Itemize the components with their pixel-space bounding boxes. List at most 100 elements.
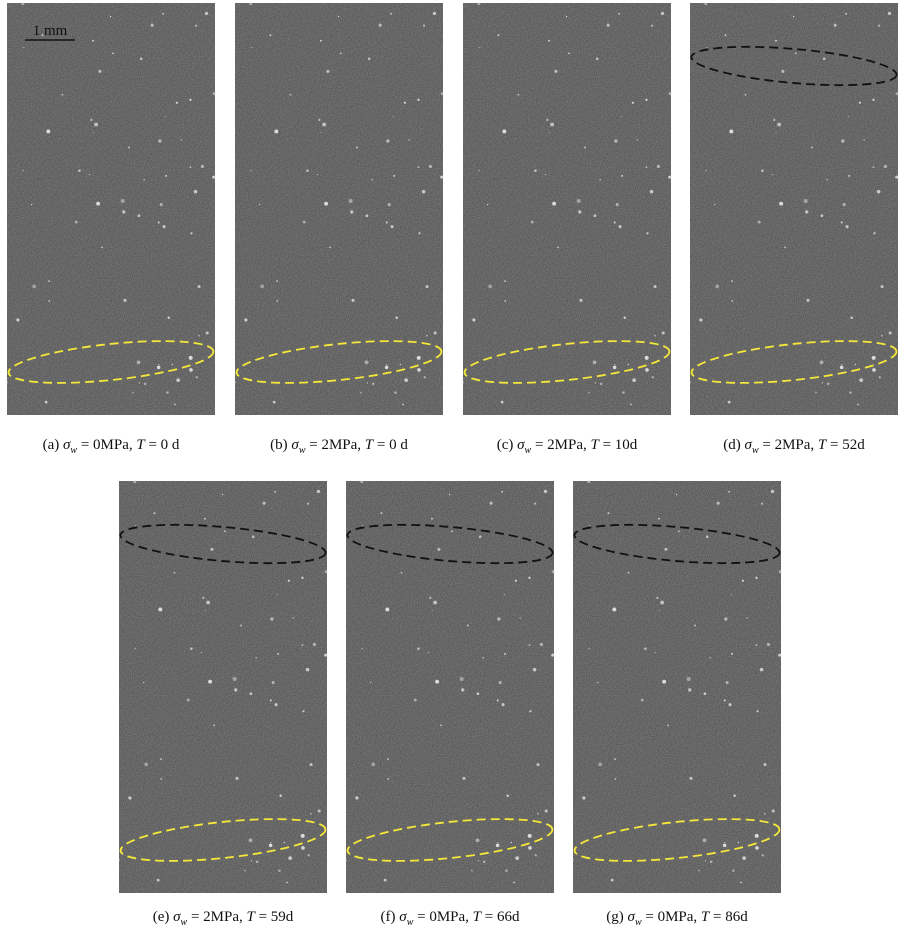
speck	[158, 139, 162, 143]
speck	[260, 284, 265, 289]
speck	[842, 203, 846, 207]
speck	[41, 34, 44, 37]
speck	[477, 2, 481, 6]
speck	[627, 571, 630, 574]
speck	[120, 199, 125, 204]
speck	[667, 724, 669, 727]
speck	[361, 647, 363, 650]
speck	[763, 763, 767, 767]
speck	[305, 667, 310, 672]
speck	[390, 12, 393, 15]
speck	[322, 122, 327, 127]
speck	[190, 232, 193, 235]
speck	[467, 624, 470, 627]
speck	[271, 681, 275, 685]
speck	[232, 677, 237, 682]
speck	[433, 600, 438, 605]
speck	[307, 854, 310, 857]
speck	[779, 201, 784, 206]
speck	[539, 642, 544, 647]
speck	[737, 841, 740, 844]
speck	[645, 166, 648, 169]
speck	[755, 576, 758, 580]
speck	[587, 391, 590, 394]
speck	[732, 869, 735, 872]
speck	[162, 12, 165, 15]
speck	[440, 175, 444, 179]
speck	[94, 122, 99, 127]
speck	[478, 46, 481, 49]
speck	[324, 201, 329, 206]
speck	[44, 400, 48, 404]
speck	[378, 23, 382, 27]
speck	[476, 692, 480, 695]
speck	[425, 285, 429, 289]
speck	[418, 232, 421, 235]
speck	[324, 570, 328, 574]
speck	[472, 318, 476, 322]
caption-label: (g)	[606, 909, 624, 925]
yellow-ellipse	[346, 818, 554, 862]
speck	[565, 15, 568, 18]
speck	[213, 724, 215, 727]
speck	[514, 579, 518, 582]
speck	[662, 679, 667, 684]
speck	[210, 547, 214, 551]
caption-time-symbol: T	[136, 437, 145, 453]
speck	[533, 502, 537, 505]
speck	[755, 846, 759, 850]
caption: (e) σw = 2MPa, T = 59d	[108, 909, 338, 928]
speck	[387, 777, 390, 780]
caption: (g) σw = 0MPa, T = 86d	[562, 909, 792, 928]
speck	[578, 210, 582, 214]
speck	[784, 246, 786, 249]
speck	[803, 199, 808, 204]
caption-time-symbol: T	[590, 437, 599, 453]
speck	[16, 318, 20, 322]
speck	[598, 762, 603, 767]
speck	[287, 579, 291, 582]
speck	[134, 524, 137, 527]
caption-time-symbol: T	[364, 437, 374, 453]
speck	[658, 517, 660, 520]
speck	[778, 653, 782, 657]
speck	[551, 570, 555, 574]
speck	[805, 210, 809, 214]
speck	[6, 381, 9, 384]
speck	[792, 15, 795, 18]
speck	[221, 493, 224, 496]
speck	[138, 382, 141, 384]
speck	[96, 201, 101, 206]
speck	[417, 647, 420, 650]
speck	[724, 34, 727, 37]
speck	[544, 173, 547, 176]
speck	[501, 490, 504, 493]
speck	[495, 843, 500, 848]
scale-bar-label: 1 mm	[33, 23, 68, 39]
speck	[395, 316, 398, 319]
speck	[361, 524, 364, 527]
speck	[250, 46, 253, 49]
speck	[528, 576, 531, 580]
speck	[270, 617, 274, 621]
speck	[198, 334, 200, 337]
speck	[164, 115, 166, 118]
speck	[646, 232, 649, 235]
caption-subscript: w	[406, 917, 414, 928]
speck	[806, 298, 810, 302]
speck	[645, 98, 648, 102]
speck	[826, 382, 830, 386]
black-ellipse	[119, 523, 327, 565]
speck	[878, 376, 881, 379]
speck	[661, 331, 665, 335]
caption: (a) σw = 0MPa, T = 0 d	[0, 437, 226, 456]
speck	[778, 570, 782, 574]
speck	[111, 52, 114, 55]
speck	[387, 758, 390, 761]
speck	[694, 624, 697, 627]
speck	[528, 644, 531, 647]
speck	[727, 400, 731, 404]
speck	[61, 93, 64, 96]
speck	[811, 146, 814, 149]
speck	[764, 812, 766, 815]
